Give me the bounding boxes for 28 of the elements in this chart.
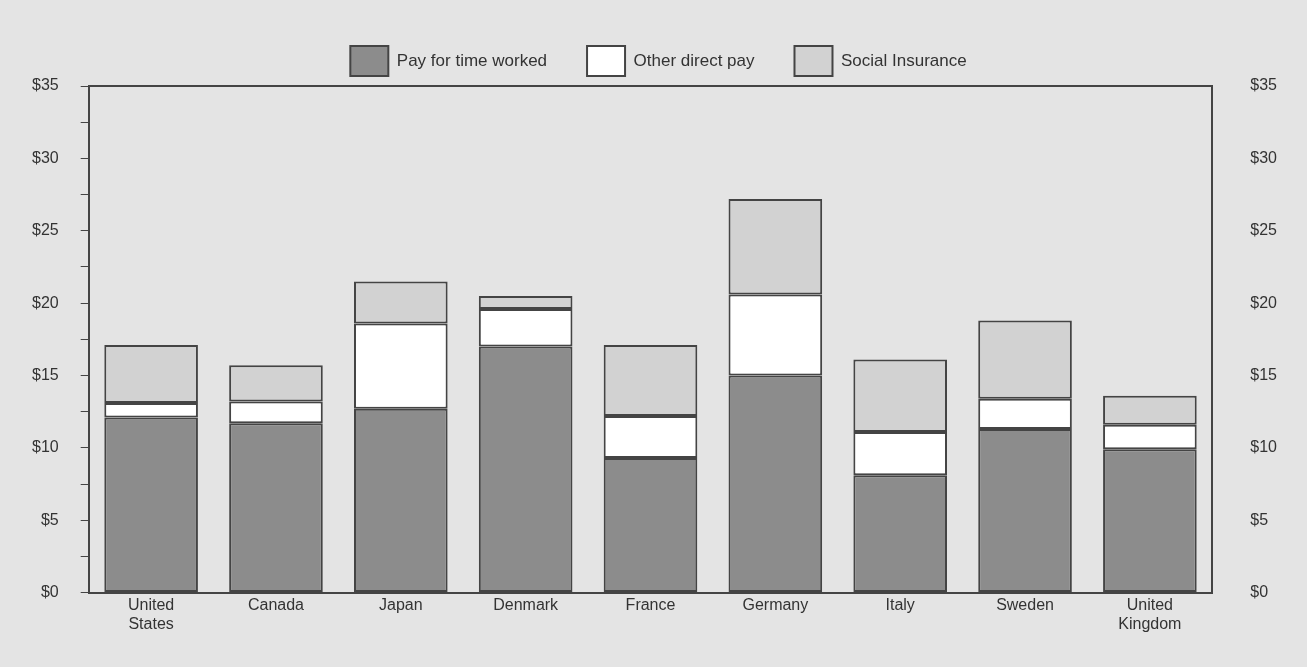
x-tick-label: Italy	[885, 595, 915, 613]
x-tick-label: Denmark	[493, 595, 560, 613]
legend-label: Pay for time worked	[396, 50, 548, 70]
y2-tick-label: $0	[1250, 583, 1269, 601]
y-tick-label: $10	[31, 438, 59, 456]
y2-tick-label: $25	[1250, 221, 1278, 239]
x-tick-label: United States	[127, 595, 175, 632]
y2-tick-label: $5	[1250, 510, 1269, 528]
x-tick-label: France	[625, 595, 676, 613]
x-tick-label: Sweden	[996, 595, 1054, 613]
legend-label: Other direct pay	[633, 50, 755, 70]
y-tick-label: $20	[31, 293, 59, 311]
y-tick-label: $25	[31, 221, 59, 239]
x-tick-label: Germany	[742, 595, 809, 613]
y2-tick-label: $35	[1250, 76, 1278, 94]
y-tick-label: $35	[31, 76, 59, 94]
y-tick-label: $15	[31, 365, 59, 383]
y2-tick-label: $10	[1250, 438, 1278, 456]
y2-tick-label: $30	[1250, 148, 1278, 166]
y2-tick-label: $15	[1250, 365, 1278, 383]
y-tick-label: $30	[31, 148, 59, 166]
y2-tick-label: $20	[1250, 293, 1278, 311]
y-tick-label: $0	[40, 583, 59, 601]
x-tick-label: Canada	[247, 595, 305, 613]
y-tick-label: $5	[40, 510, 59, 528]
x-tick-label: United Kingdom	[1118, 595, 1182, 632]
x-tick-label: Japan	[379, 595, 423, 613]
legend-label: Social Insurance	[840, 50, 967, 70]
